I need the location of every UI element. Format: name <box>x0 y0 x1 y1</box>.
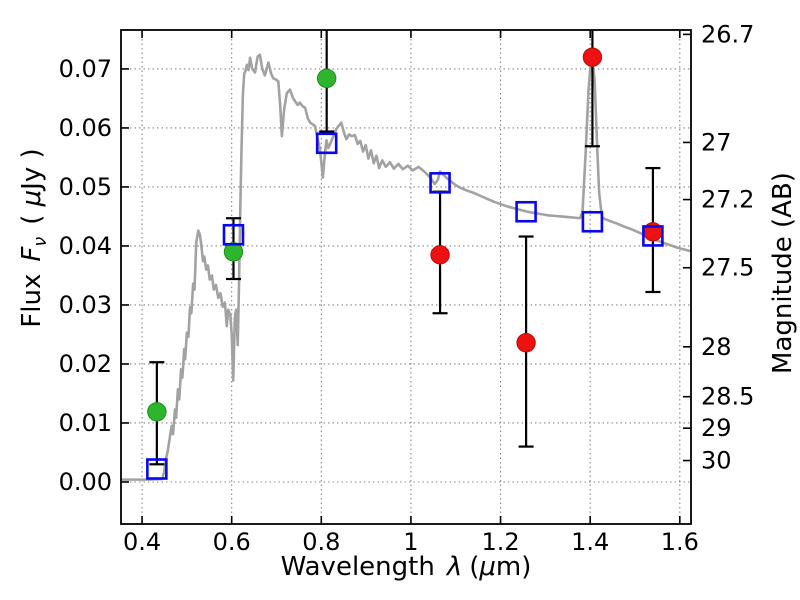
green-points <box>147 68 337 422</box>
y-tick-label-magnitude: 27.5 <box>701 254 754 282</box>
green-circle-point <box>316 68 337 89</box>
x-tick-label: 0.8 <box>302 528 340 556</box>
x-tick-label: 1 <box>403 528 418 556</box>
y-tick-label-magnitude: 27.2 <box>701 186 754 214</box>
x-axis-label: Wavelength λ (μm) <box>280 552 532 582</box>
axes-border <box>120 29 692 525</box>
y-tick-label-flux: 0.01 <box>59 409 112 437</box>
red-points <box>430 47 663 353</box>
lambda-symbol: λ <box>446 552 463 582</box>
y-tick-label-flux: 0.03 <box>59 291 112 319</box>
axis-ticks <box>121 30 691 524</box>
red-circle-point <box>430 245 450 265</box>
blue-squares <box>146 132 664 480</box>
y-tick-label-flux: 0.05 <box>59 173 112 201</box>
x-tick-label: 0.4 <box>123 528 161 556</box>
y-axis-label-magnitude: Magnitude (AB) <box>768 172 798 374</box>
y-tick-label-magnitude: 26.7 <box>701 20 754 48</box>
blue-square-point <box>515 200 537 223</box>
x-axis-label-word: Wavelength <box>280 552 435 582</box>
green-circle-point <box>223 242 244 262</box>
y-tick-label-magnitude: 30 <box>701 447 732 475</box>
green-circle-point <box>147 402 167 422</box>
y-tick-label-flux: 0.07 <box>59 55 112 83</box>
y-tick-label-magnitude: 27 <box>701 128 732 156</box>
blue-square-point <box>429 172 451 194</box>
y-tick-label-flux: 0.00 <box>59 468 112 496</box>
y-tick-label-flux: 0.02 <box>59 350 112 378</box>
x-tick-label: 1.4 <box>571 528 609 556</box>
tick-labels: 0.4 0.6 0.8 1 1.2 1.4 1.6 0.00 0.01 0.02 0.03 0.04 0… <box>59 20 755 556</box>
blue-square-point <box>222 223 245 246</box>
blue-square-point <box>315 132 338 155</box>
x-tick-label: 0.6 <box>213 528 251 556</box>
y-tick-label-flux: 0.06 <box>59 114 112 142</box>
flux-symbol: F <box>17 246 47 262</box>
y-tick-label-magnitude: 28.5 <box>701 383 754 411</box>
red-circle-point <box>582 47 603 67</box>
mu-symbol-flux: μ <box>17 189 47 207</box>
spectrum-line <box>121 53 691 481</box>
blue-square-point <box>581 210 604 233</box>
nu-subscript: ν <box>31 236 52 247</box>
x-tick-label: 1.2 <box>481 528 519 556</box>
x-tick-label: 1.6 <box>661 528 699 556</box>
y-tick-label-flux: 0.04 <box>59 232 112 260</box>
mu-symbol: μ <box>479 552 496 582</box>
blue-square-point <box>146 458 168 480</box>
y-axis-label-flux: FluxFν( μJy ) <box>17 148 52 328</box>
blue-square-point <box>642 225 664 247</box>
y-tick-label-magnitude: 29 <box>701 414 732 442</box>
y-tick-label-magnitude: 28 <box>701 333 732 361</box>
red-circle-point <box>516 333 536 353</box>
gridlines <box>121 30 691 524</box>
